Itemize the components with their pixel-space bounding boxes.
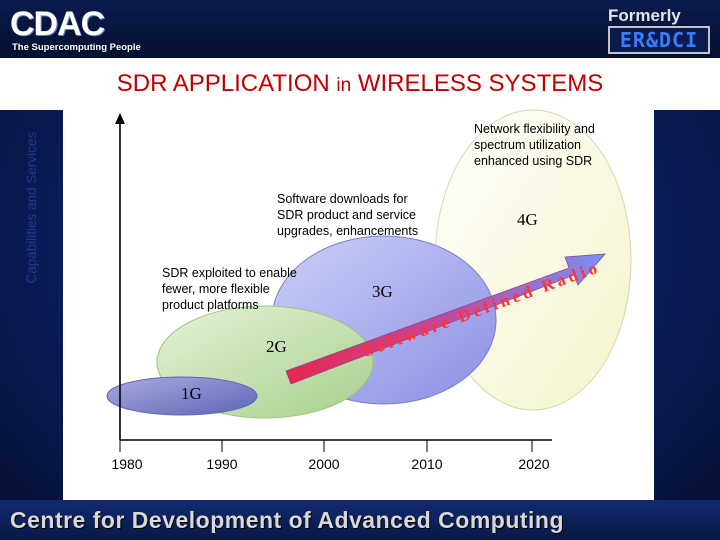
annotation-line: product platforms xyxy=(162,298,259,312)
x-tick-label: 1990 xyxy=(206,456,238,472)
cdac-logo: CDAC The Supercomputing People xyxy=(10,5,170,53)
x-tick-label: 2010 xyxy=(411,456,443,472)
annotation-software-downloads: Software downloads for SDR product and s… xyxy=(277,191,418,239)
y-axis-label-wrap: Capabilities and Services xyxy=(24,132,39,284)
annotation-line: spectrum utilization xyxy=(474,138,581,152)
x-tick-label: 1980 xyxy=(111,456,143,472)
annotation-line: SDR product and service xyxy=(277,208,416,222)
title-main: SDR APPLICATION xyxy=(116,70,330,97)
generation-label-2g: 2G xyxy=(266,337,287,356)
annotation-line: upgrades, enhancements xyxy=(277,224,419,238)
logo-tagline: The Supercomputing People xyxy=(12,42,141,53)
annotation-sdr-exploited: SDR exploited to enable fewer, more flex… xyxy=(162,265,297,313)
annotation-line: fewer, more flexible xyxy=(162,282,270,296)
former-name-logo: ER&DCI xyxy=(608,26,710,54)
sdr-arrow xyxy=(285,253,606,385)
formerly-label: Formerly xyxy=(608,6,681,25)
y-axis-arrowhead xyxy=(115,113,125,124)
ellipse-1g xyxy=(106,376,258,416)
y-axis-label: Capabilities and Services xyxy=(24,131,40,284)
annotation-line: enhanced using SDR xyxy=(474,154,593,168)
logo-wordmark: CDAC xyxy=(10,5,105,43)
x-tick-label: 2020 xyxy=(518,456,550,472)
title-rest: WIRELESS SYSTEMS xyxy=(357,70,604,97)
generation-label-4g: 4G xyxy=(517,210,538,229)
footer-text: Centre for Development of Advanced Compu… xyxy=(10,507,565,533)
title-in: in xyxy=(336,75,352,96)
header-bar xyxy=(0,0,720,58)
title-band xyxy=(0,58,720,110)
slide-title: SDR APPLICATION in WIRELESS SYSTEMS xyxy=(0,70,720,98)
annotation-line: Network flexibility and xyxy=(474,122,595,136)
annotation-line: SDR exploited to enable xyxy=(162,266,297,280)
footer-bar xyxy=(0,500,720,540)
x-tick-label: 2000 xyxy=(308,456,340,472)
generation-label-3g: 3G xyxy=(372,282,393,301)
generation-label-1g: 1G xyxy=(181,384,202,403)
annotation-network-flexibility: Network flexibility and spectrum utiliza… xyxy=(474,121,595,169)
annotation-line: Software downloads for xyxy=(277,192,408,206)
